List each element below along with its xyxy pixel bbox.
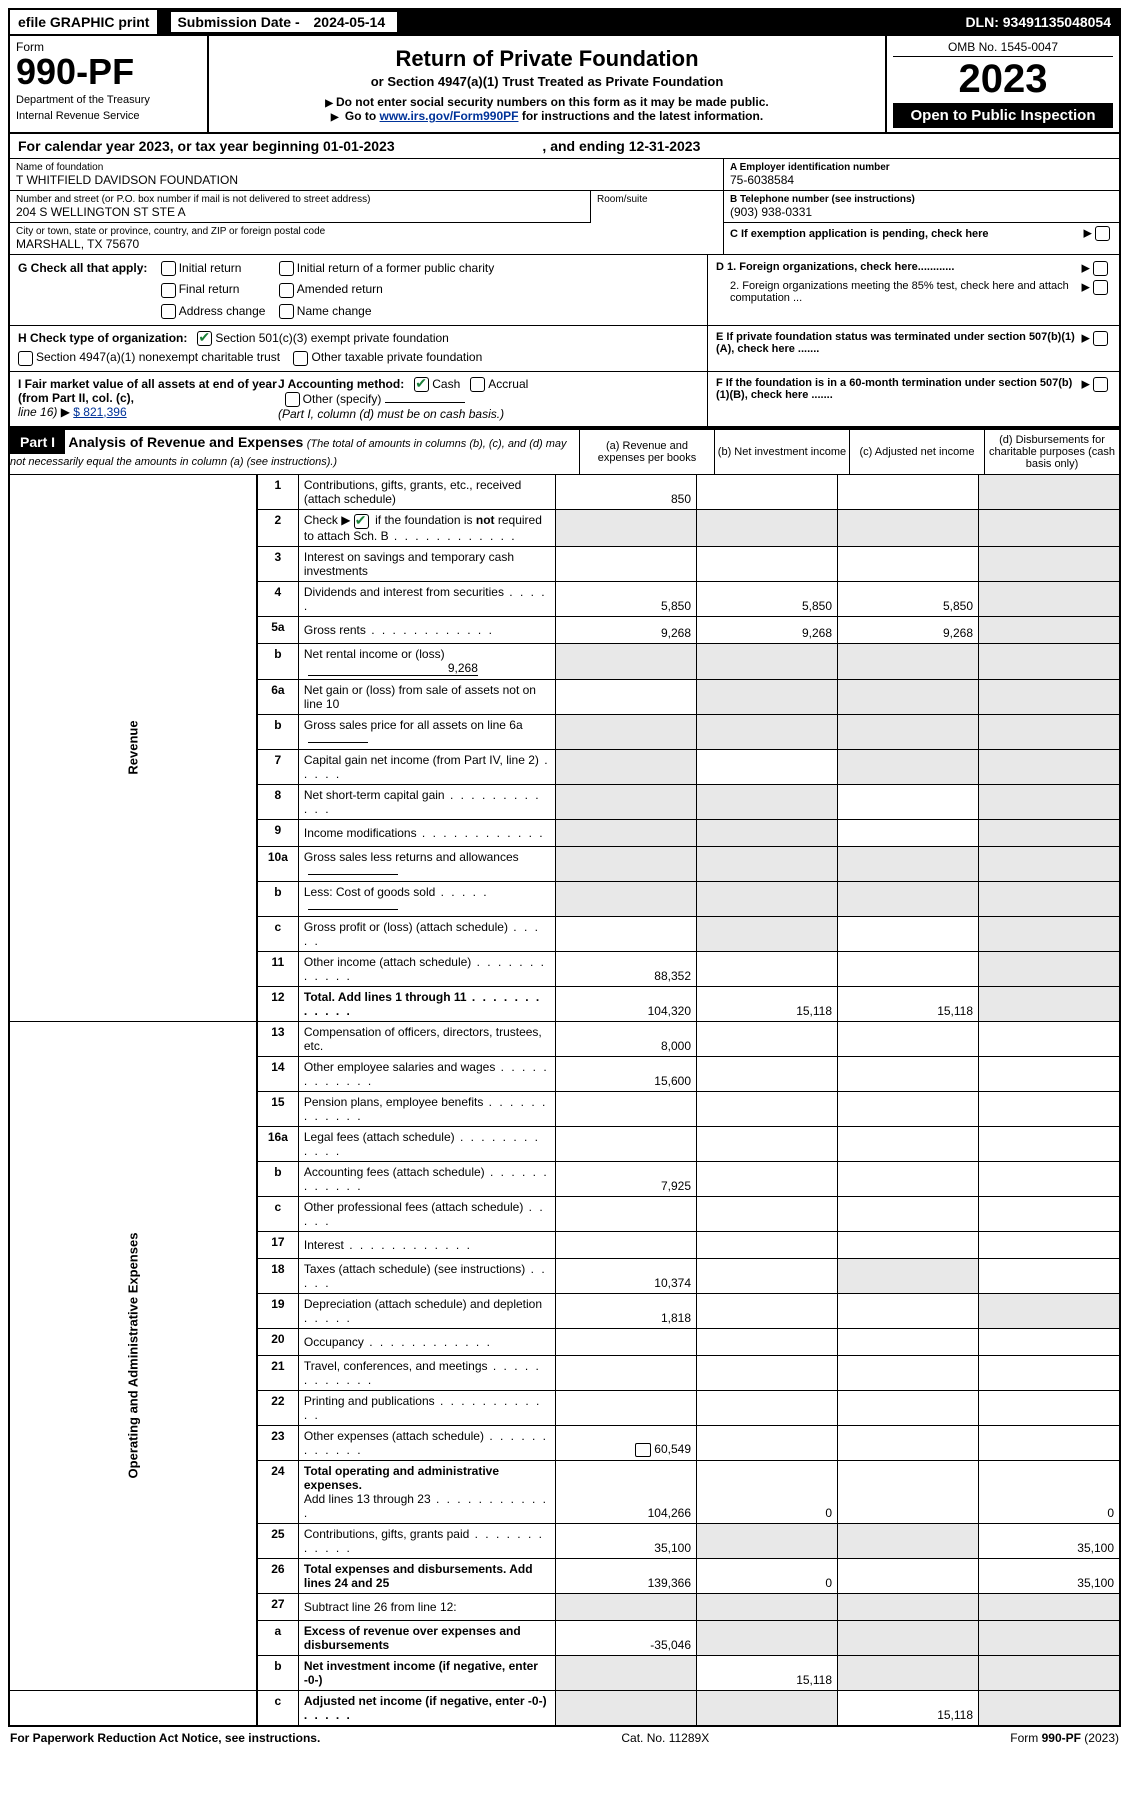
footer-right: Form 990-PF (2023) [1010,1731,1119,1745]
tel-label: B Telephone number (see instructions) [730,194,1113,205]
open-public: Open to Public Inspection [893,103,1113,128]
j-note: (Part I, column (d) must be on cash basi… [278,407,504,421]
f-label: F If the foundation is in a 60-month ter… [716,377,1081,422]
col-a-header: (a) Revenue and expenses per books [579,430,714,474]
g-initial-checkbox[interactable] [161,261,176,276]
schb-checkbox[interactable] [354,514,369,529]
g-d-row: G Check all that apply: Initial return F… [8,254,1121,325]
e-checkbox[interactable] [1093,331,1108,346]
form-number: 990-PF [16,54,201,90]
identity-grid: Name of foundation T WHITFIELD DAVIDSON … [8,159,1121,254]
omb-number: OMB No. 1545-0047 [893,40,1113,57]
dln: DLN: 93491135048054 [957,10,1119,34]
part1-table: Revenue 1Contributions, gifts, grants, e… [8,475,1121,1726]
g-final-checkbox[interactable] [161,283,176,298]
side-revenue: Revenue [125,625,140,871]
f-checkbox[interactable] [1093,377,1108,392]
h-e-row: H Check type of organization: Section 50… [8,325,1121,371]
h-other-checkbox[interactable] [293,351,308,366]
part1-label: Part I [10,430,65,454]
h-label: H Check type of organization: [18,331,187,345]
ein-label: A Employer identification number [730,162,1113,173]
d1-label: D 1. Foreign organizations, check here..… [716,261,1081,276]
top-bar: efile GRAPHIC print Submission Date - 20… [8,8,1121,36]
form990pf-link[interactable]: www.irs.gov/Form990PF [380,109,519,123]
j-cash-checkbox[interactable] [414,377,429,392]
dept-treasury: Department of the Treasury [16,94,201,106]
calendar-year-row: For calendar year 2023, or tax year begi… [8,134,1121,159]
i-label: I Fair market value of all assets at end… [18,377,277,405]
instr-goto: Go to www.irs.gov/Form990PF for instruct… [219,109,875,123]
submission-date: Submission Date - 2024-05-14 [159,10,957,34]
footer-left: For Paperwork Reduction Act Notice, see … [10,1731,320,1745]
part1-header: Part I Analysis of Revenue and Expenses … [8,428,1121,475]
tel-value: (903) 938-0331 [730,205,1113,219]
efile-label: efile GRAPHIC print [10,10,159,34]
g-initial-former-checkbox[interactable] [279,261,294,276]
instr-ssn: Do not enter social security numbers on … [219,95,875,109]
d1-checkbox[interactable] [1093,261,1108,276]
form-title: Return of Private Foundation [219,46,875,72]
attachment-icon [635,1443,651,1457]
form-subtitle: or Section 4947(a)(1) Trust Treated as P… [219,74,875,89]
col-d-header: (d) Disbursements for charitable purpose… [984,430,1119,474]
foundation-name: T WHITFIELD DAVIDSON FOUNDATION [16,173,717,187]
d2-checkbox[interactable] [1093,280,1108,295]
h-501c3-checkbox[interactable] [197,331,212,346]
city-value: MARSHALL, TX 75670 [16,237,717,251]
g-addrchg-checkbox[interactable] [161,304,176,319]
addr-value: 204 S WELLINGTON ST STE A [16,205,584,219]
col-b-header: (b) Net investment income [714,430,849,474]
submission-date-value: Submission Date - 2024-05-14 [171,12,397,32]
name-label: Name of foundation [16,162,717,173]
c-checkbox[interactable] [1095,226,1110,241]
addr-label: Number and street (or P.O. box number if… [16,194,584,205]
col-c-header: (c) Adjusted net income [849,430,984,474]
h-4947-checkbox[interactable] [18,351,33,366]
d2-label: 2. Foreign organizations meeting the 85%… [716,280,1081,304]
g-namechg-checkbox[interactable] [279,304,294,319]
footer: For Paperwork Reduction Act Notice, see … [8,1727,1121,1749]
room-label: Room/suite [591,191,723,223]
part1-title: Analysis of Revenue and Expenses [68,434,303,450]
g-amended-checkbox[interactable] [279,283,294,298]
tax-year: 2023 [893,59,1113,99]
side-expenses: Operating and Administrative Expenses [125,1233,140,1479]
form-header: Form 990-PF Department of the Treasury I… [8,36,1121,134]
i-amount: $ 821,396 [73,405,126,419]
footer-mid: Cat. No. 11289X [621,1731,709,1745]
j-label: J Accounting method: [278,377,404,391]
g-label: G Check all that apply: [18,261,147,275]
c-label: C If exemption application is pending, c… [730,228,1083,240]
i-line16: line 16) [18,405,57,419]
city-label: City or town, state or province, country… [16,226,717,237]
i-j-f-row: I Fair market value of all assets at end… [8,371,1121,429]
j-other-checkbox[interactable] [285,392,300,407]
dept-irs: Internal Revenue Service [16,110,201,122]
ein-value: 75-6038584 [730,173,1113,187]
e-label: E If private foundation status was termi… [716,331,1081,366]
j-accrual-checkbox[interactable] [470,377,485,392]
